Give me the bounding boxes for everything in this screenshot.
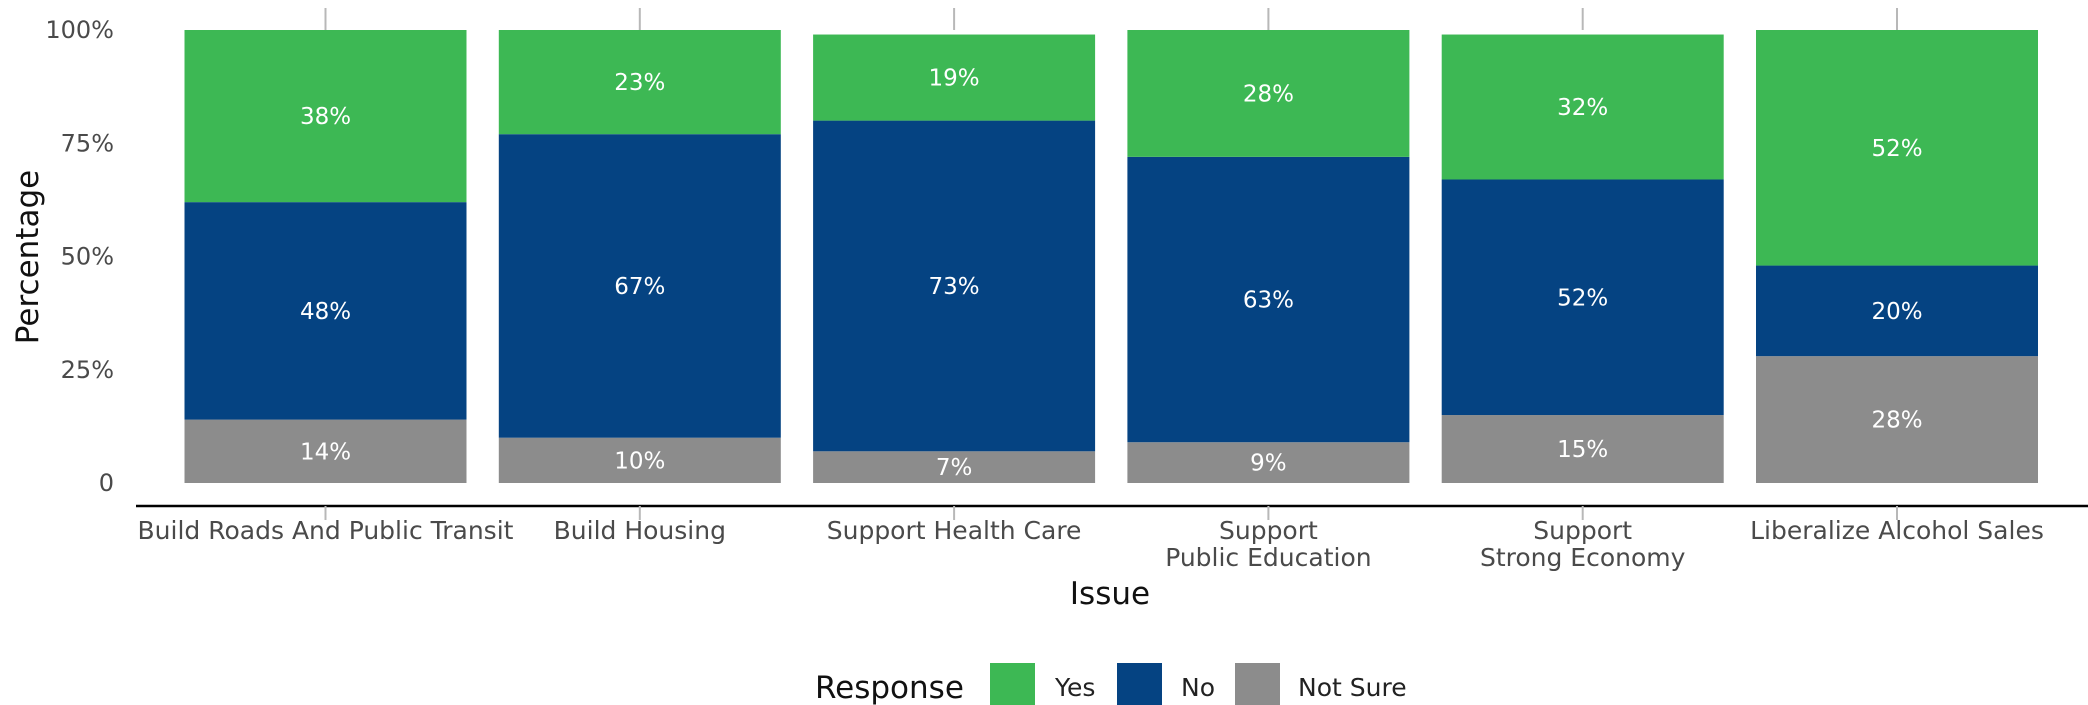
data-label: 19% (929, 66, 980, 92)
x-category-label: Build Housing (554, 516, 726, 545)
legend-title: Response (815, 670, 964, 705)
data-label: 48% (300, 299, 351, 325)
bar-segment-no (813, 120, 1096, 452)
data-label: 15% (1557, 437, 1608, 463)
bar-segment-no (1756, 265, 2038, 357)
bar-segment-yes (813, 34, 1096, 121)
data-label: 20% (1871, 299, 1922, 325)
bar-segment-not-sure (498, 437, 781, 483)
bar-segment-no (1441, 179, 1724, 416)
bar-segment-yes (184, 30, 467, 203)
data-label: 10% (614, 448, 665, 474)
x-axis-labels: Build Roads And Public Transit Build Hous… (138, 516, 2044, 572)
data-label: 7% (936, 455, 973, 481)
y-tick-label: 0 (99, 469, 114, 497)
data-label: 14% (300, 439, 351, 465)
bar-segment-yes (1756, 30, 2038, 266)
bar-segment-no (498, 134, 781, 438)
x-axis-title: Issue (1070, 576, 1150, 612)
x-axis-ticks (324, 506, 1898, 520)
y-tick-label: 75% (61, 129, 114, 157)
data-label: 73% (929, 274, 980, 300)
y-tick-label: 100% (45, 16, 114, 44)
bar-segment-not-sure (1441, 415, 1724, 483)
bar-segment-no (184, 202, 467, 420)
x-category-label: Public Education (1165, 543, 1371, 572)
data-labels-group: 14% 48% 38% 10% 67% 23% 7% 73% 19% 9% 63% 28% 15% 52%… (300, 66, 1923, 482)
legend-label: No (1181, 673, 1215, 702)
x-category-label: Support (1533, 516, 1632, 545)
x-category-label: Liberalize Alcohol Sales (1750, 516, 2044, 545)
y-tick-label: 50% (61, 243, 114, 271)
x-category-label: Strong Economy (1480, 543, 1686, 572)
data-label: 67% (614, 274, 665, 300)
legend: Response Yes No Not Sure (815, 663, 1407, 705)
data-label: 28% (1243, 81, 1294, 107)
bar-segment-not-sure (184, 419, 467, 483)
legend-label: Not Sure (1298, 673, 1407, 702)
data-label: 9% (1250, 451, 1287, 477)
data-label: 63% (1243, 288, 1294, 314)
y-tick-label: 25% (61, 356, 114, 384)
x-category-label: Build Roads And Public Transit (138, 516, 514, 545)
x-category-label: Support Health Care (827, 516, 1082, 545)
bar-segment-yes (1127, 30, 1410, 157)
bar-segment-yes (498, 30, 781, 135)
data-label: 32% (1557, 95, 1608, 121)
y-axis-title: Percentage (10, 170, 46, 344)
x-category-label: Support (1219, 516, 1318, 545)
bar-segment-not-sure (1127, 442, 1410, 483)
category-tick-marks (324, 8, 1898, 30)
bar-segment-no (1127, 156, 1410, 443)
bar-segment-not-sure (1756, 356, 2038, 483)
data-label: 28% (1871, 408, 1922, 434)
data-label: 52% (1557, 285, 1608, 311)
y-axis: 0 25% 50% 75% 100% (45, 16, 114, 497)
bars-group (184, 30, 2038, 483)
legend-label: Yes (1054, 673, 1095, 702)
legend-swatch (1235, 663, 1280, 705)
bar-segment-not-sure (813, 451, 1096, 483)
data-label: 52% (1871, 136, 1922, 162)
data-label: 38% (300, 104, 351, 130)
bar-segment-yes (1441, 34, 1724, 180)
data-label: 23% (614, 70, 665, 96)
legend-swatch (990, 663, 1035, 705)
legend-swatch (1117, 663, 1162, 705)
